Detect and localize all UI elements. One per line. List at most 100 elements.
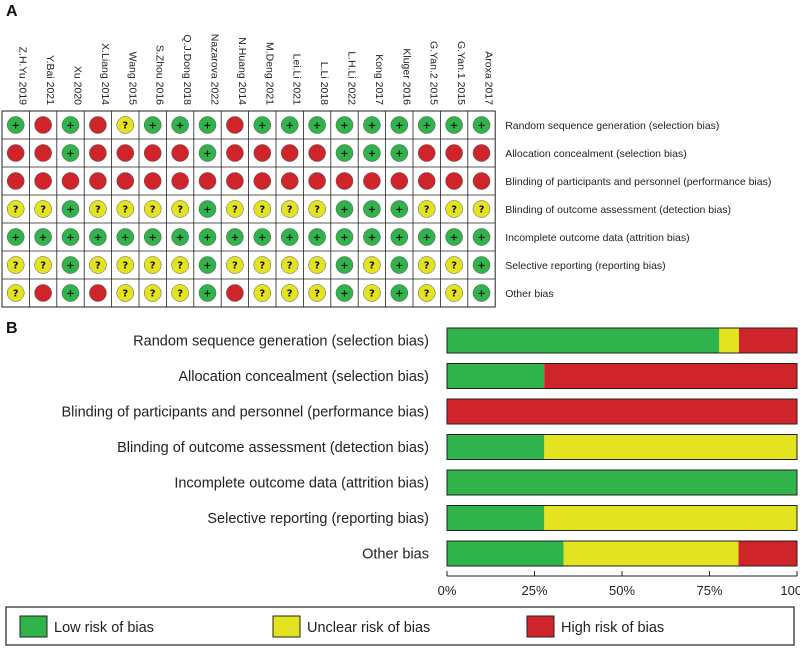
bar-segment-unclear [719, 328, 739, 353]
judgement-circle-high [363, 172, 381, 190]
judgement-circle-high [89, 172, 107, 190]
judgement-circle-unclear [143, 200, 162, 218]
judgement-symbol-low: + [66, 233, 74, 244]
judgement-circle-low [390, 256, 409, 274]
judgement-circle-low [61, 256, 80, 274]
judgement-symbol-unclear: ? [122, 261, 128, 272]
judgement-symbol-low: + [203, 205, 211, 216]
judgement-circle-high [445, 172, 463, 190]
judgement-circle-low [6, 228, 25, 246]
judgement-circle-unclear [34, 256, 52, 274]
judgement-circle-unclear [308, 256, 326, 274]
category-label: Selective reporting (reporting bias) [207, 511, 429, 527]
judgement-circle-low [143, 228, 162, 246]
judgement-circle-high [89, 284, 107, 302]
bar-outline [446, 469, 798, 496]
judgement-circle-low [363, 144, 381, 162]
judgement-symbol-low: + [395, 149, 403, 160]
judgement-symbol-unclear: ? [13, 289, 19, 300]
judgement-circle-low [34, 228, 52, 246]
judgement-symbol-unclear: ? [314, 289, 320, 300]
judgement-circle-low [445, 116, 463, 134]
judgement-symbol-low: + [203, 289, 211, 300]
judgement-circle-unclear [6, 256, 25, 274]
judgement-circle-unclear [445, 284, 463, 302]
judgement-circle-high [445, 144, 463, 162]
judgement-circle-unclear [89, 256, 107, 274]
domain-label: Random sequence generation (selection bi… [505, 120, 719, 132]
judgement-circle-unclear [253, 284, 272, 302]
category-label: Blinding of outcome assessment (detectio… [117, 440, 429, 456]
judgement-symbol-low: + [395, 261, 403, 272]
judgement-symbol-low: + [286, 121, 294, 132]
judgement-symbol-low: + [66, 121, 74, 132]
judgement-symbol-low: + [203, 149, 211, 160]
category-label: Incomplete outcome data (attrition bias) [174, 476, 429, 492]
bar-segment-high [447, 399, 797, 424]
judgement-circle-high [6, 144, 25, 162]
judgement-circle-high [34, 284, 52, 302]
judgement-circle-low [335, 200, 354, 218]
study-label: Aroxa 2017 [483, 51, 495, 105]
judgement-symbol-low: + [368, 233, 376, 244]
judgement-circle-unclear [116, 256, 135, 274]
judgement-circle-high [34, 144, 52, 162]
legend-box [5, 606, 795, 646]
study-label: G.Yan.2 2015 [428, 41, 440, 105]
judgement-circle-high [226, 116, 244, 134]
judgement-symbol-low: + [395, 289, 403, 300]
legend-swatch-low [19, 615, 48, 638]
judgement-circle-low [335, 228, 354, 246]
judgement-symbol-low: + [477, 233, 485, 244]
judgement-circle-low [280, 116, 299, 134]
judgement-circle-low [472, 228, 491, 246]
domain-label: Selective reporting (reporting bias) [505, 260, 666, 272]
bar-segment-low [447, 541, 564, 566]
study-label: Lei.Li 2021 [291, 54, 303, 106]
judgement-circle-high [226, 172, 244, 190]
judgement-circle-high [34, 116, 52, 134]
judgement-circle-low [171, 228, 189, 246]
judgement-circle-high [34, 172, 52, 190]
judgement-circle-low [61, 144, 80, 162]
judgement-circle-low [198, 144, 217, 162]
category-label: Other bias [362, 547, 429, 563]
judgement-circle-unclear [417, 200, 436, 218]
panel-b-label: B [6, 320, 18, 337]
judgement-circle-high [280, 144, 299, 162]
bar-outline [446, 398, 798, 425]
judgement-circle-low [445, 228, 463, 246]
domain-label: Blinding of outcome assessment (detectio… [505, 204, 731, 216]
judgement-circle-unclear [116, 116, 135, 134]
judgement-circle-high [417, 144, 436, 162]
judgement-symbol-low: + [477, 121, 485, 132]
judgement-circle-unclear [171, 200, 189, 218]
judgement-symbol-low: + [423, 121, 431, 132]
judgement-symbol-low: + [203, 261, 211, 272]
judgement-circle-high [335, 172, 354, 190]
bar-segment-low [447, 470, 797, 495]
judgement-circle-low [61, 284, 80, 302]
judgement-circle-high [390, 172, 409, 190]
bar-segment-unclear [563, 541, 739, 566]
judgement-circle-unclear [308, 284, 326, 302]
judgement-circle-low [472, 116, 491, 134]
x-tick-label: 100% [780, 583, 800, 598]
judgement-symbol-low: + [176, 121, 184, 132]
judgement-circle-unclear [417, 256, 436, 274]
judgement-symbol-low: + [477, 289, 485, 300]
judgement-symbol-unclear: ? [150, 261, 156, 272]
judgement-symbol-unclear: ? [232, 205, 238, 216]
judgement-symbol-unclear: ? [150, 205, 156, 216]
judgement-symbol-unclear: ? [287, 261, 293, 272]
study-label: Nazarova 2022 [209, 34, 221, 105]
panel-a-label: A [6, 3, 18, 20]
study-label: S.Zhou 2016 [154, 45, 166, 105]
judgement-circle-high [198, 172, 217, 190]
study-label: X.Liang 2014 [99, 43, 111, 105]
judgement-symbol-low: + [149, 121, 157, 132]
judgement-symbol-unclear: ? [95, 205, 101, 216]
x-tick-label: 75% [696, 583, 722, 598]
judgement-circle-high [143, 172, 162, 190]
judgement-symbol-low: + [313, 233, 321, 244]
